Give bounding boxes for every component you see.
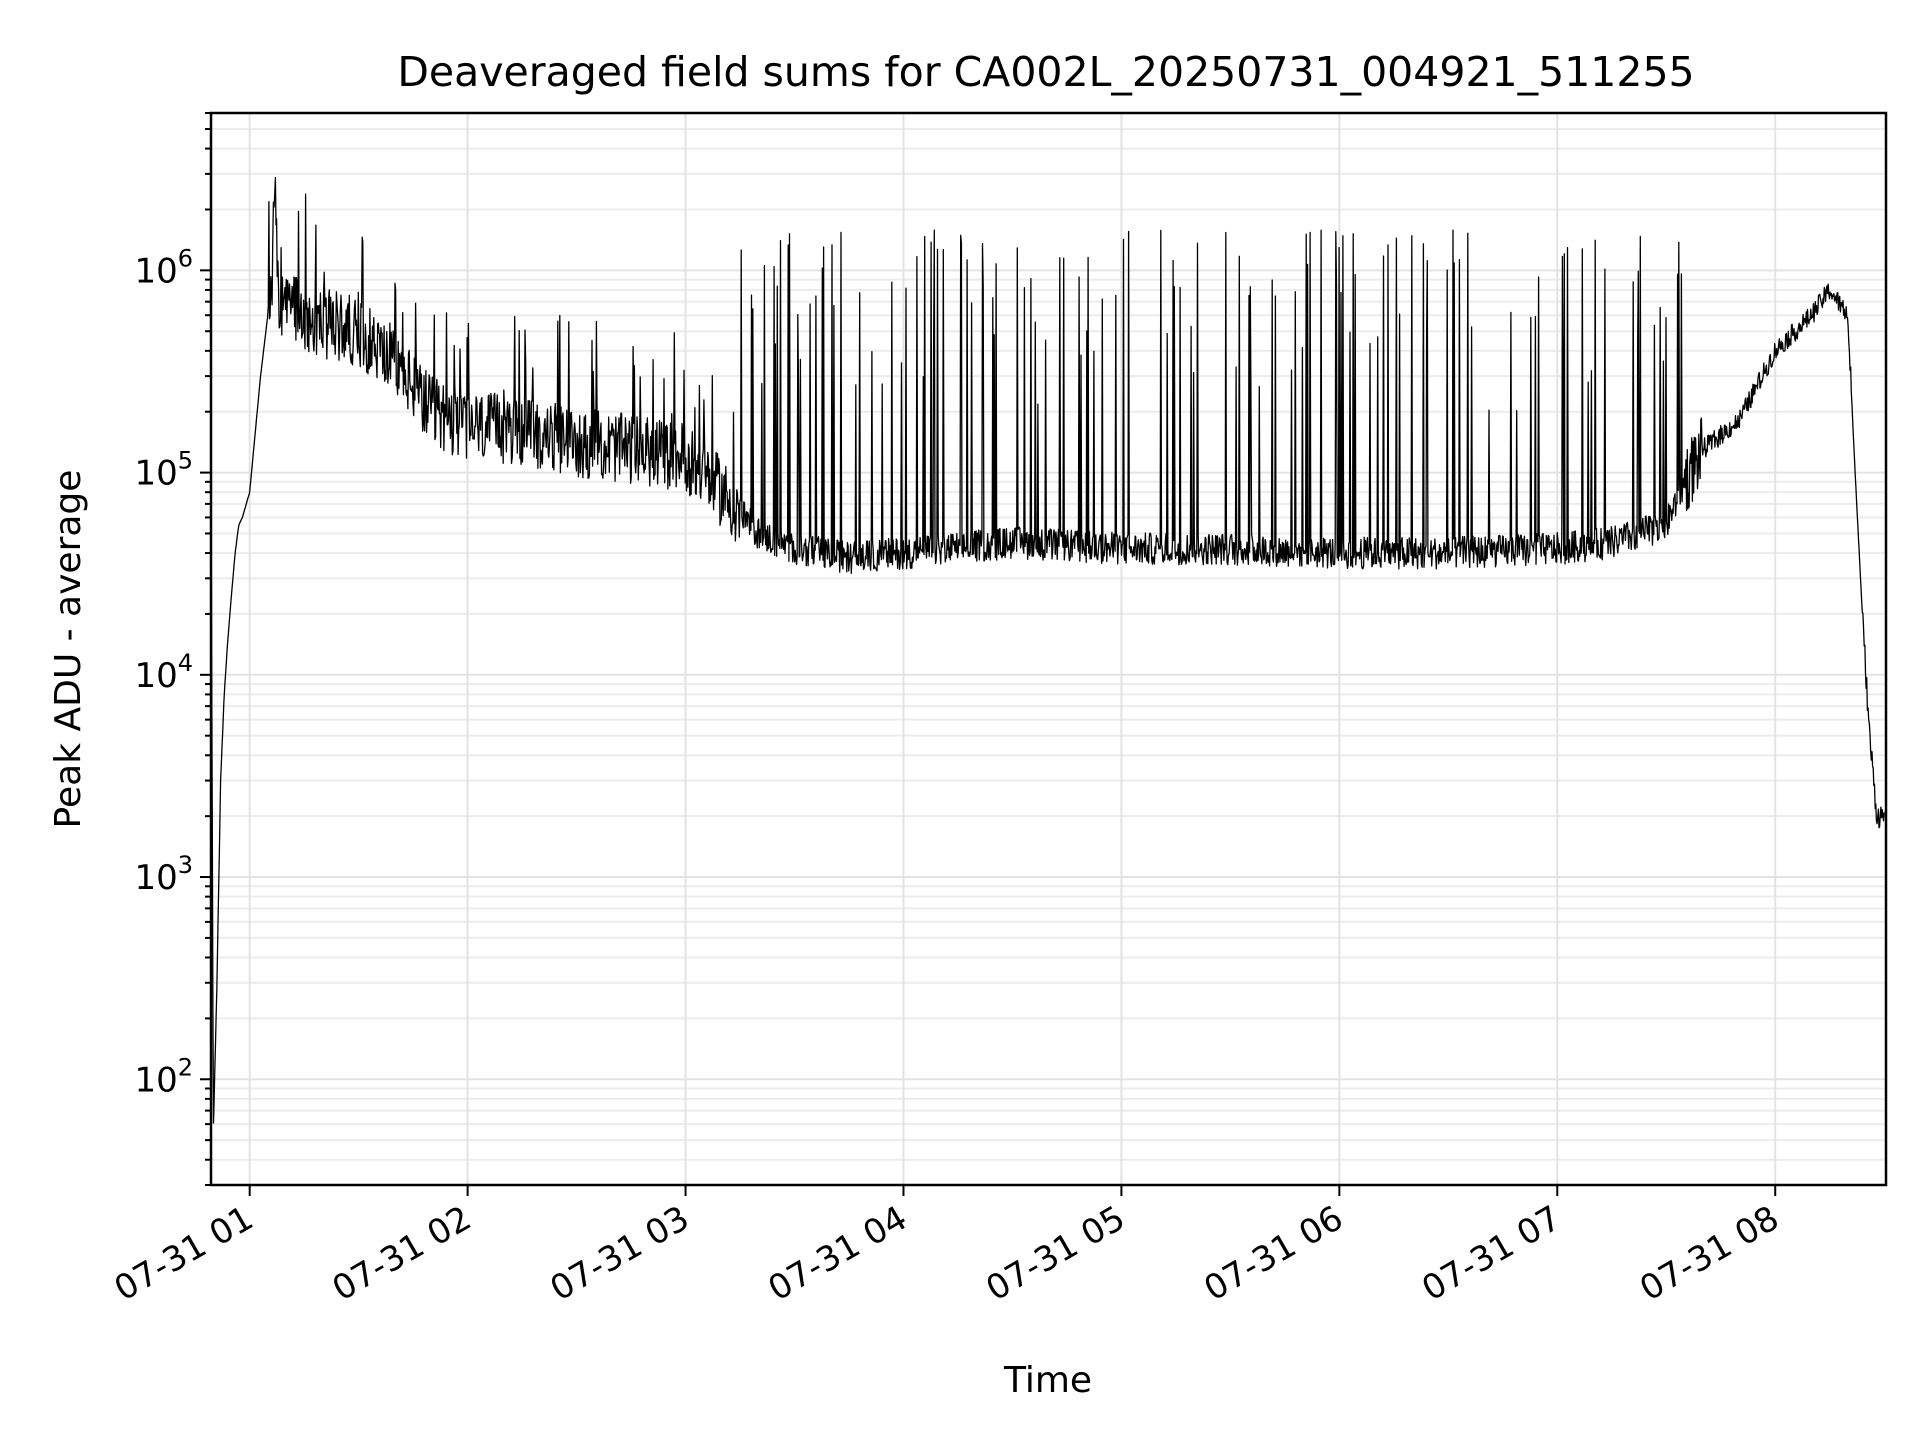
- grid: [211, 112, 1886, 1186]
- plot-frame: [209, 111, 1888, 1187]
- x-tick-label: 07-31 02: [326, 1198, 478, 1309]
- data-series-line: [210, 176, 1885, 1124]
- x-tick-label: 07-31 07: [1415, 1198, 1567, 1309]
- x-tick-label: 07-31 01: [108, 1198, 260, 1309]
- x-tick-label: 07-31 05: [980, 1198, 1132, 1309]
- x-tick-label: 07-31 08: [1633, 1198, 1785, 1309]
- chart-title: Deaveraged field sums for CA002L_2025073…: [397, 48, 1694, 96]
- y-tick-label: 106: [134, 244, 193, 291]
- y-tick-label: 103: [134, 851, 193, 898]
- x-tick-label: 07-31 04: [762, 1198, 914, 1309]
- x-tick-label: 07-31 03: [544, 1198, 696, 1309]
- ticks: 102 103 104 105 106 07-31 01 07-31 02 07-31 03 0…: [108, 112, 1786, 1309]
- y-tick-label: 102: [134, 1053, 193, 1100]
- x-tick-label: 07-31 06: [1197, 1198, 1349, 1309]
- y-axis-label: Peak ADU - average: [48, 470, 89, 829]
- series-layer: [210, 176, 1885, 1124]
- y-tick-label: 105: [134, 447, 193, 494]
- y-tick-label: 104: [134, 649, 193, 696]
- x-axis-label: Time: [1003, 1360, 1092, 1401]
